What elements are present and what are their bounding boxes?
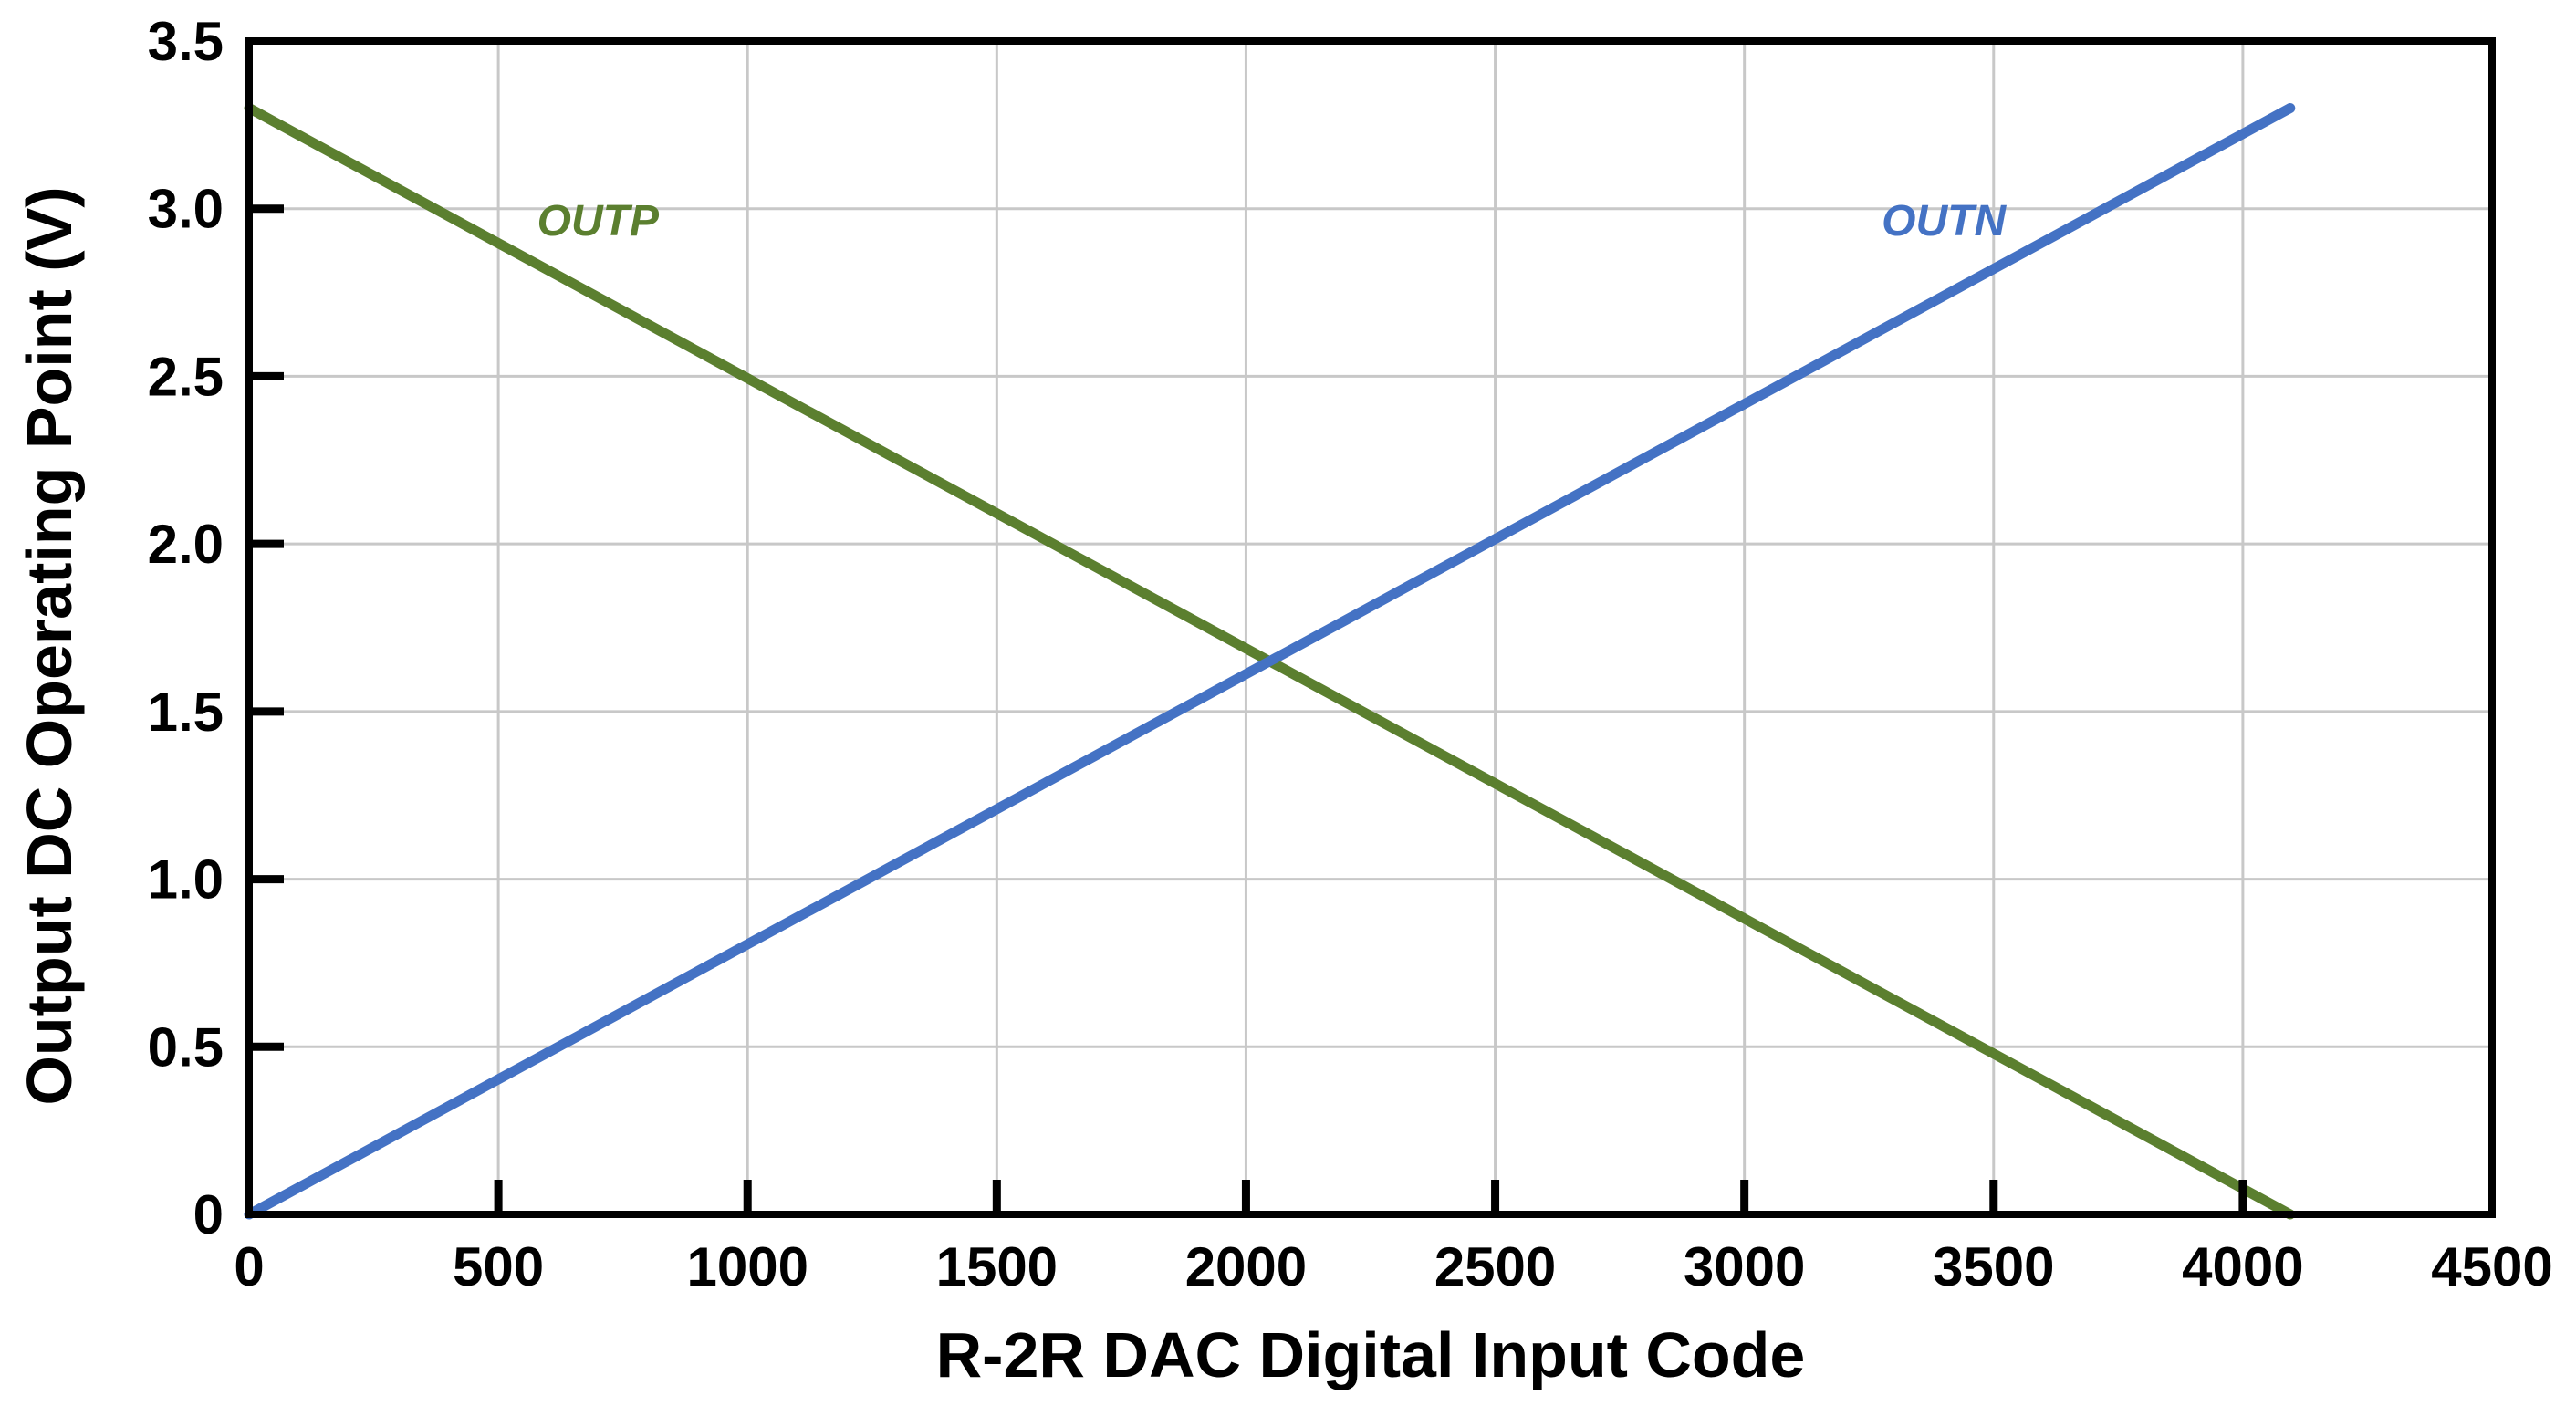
series-label-outp: OUTP (537, 197, 660, 245)
x-tick-label: 2000 (1185, 1236, 1307, 1297)
tick-marks (249, 204, 2247, 1214)
plot-frame (245, 37, 2496, 1218)
x-axis-title: R-2R DAC Digital Input Code (936, 1319, 1806, 1390)
grid (249, 41, 2492, 1214)
x-tick-label: 3500 (1933, 1236, 2054, 1297)
y-tick-label: 3.0 (148, 179, 224, 240)
series-line-outn (244, 103, 2296, 1220)
y-tick-label: 2.5 (148, 346, 224, 407)
series-labels: OUTP OUTN (537, 197, 2008, 245)
y-tick-label: 0 (193, 1184, 224, 1245)
x-tick-label: 4500 (2431, 1236, 2552, 1297)
x-tick-label: 3000 (1684, 1236, 1805, 1297)
x-tick-label: 1500 (936, 1236, 1058, 1297)
y-tick-label: 1.5 (148, 682, 224, 743)
series-lines (244, 103, 2296, 1220)
x-tick-label: 0 (234, 1236, 264, 1297)
y-tick-label: 3.5 (148, 11, 224, 72)
y-tick-label: 1.0 (148, 849, 224, 911)
x-tick-label: 4000 (2182, 1236, 2303, 1297)
x-tick-label: 1000 (686, 1236, 808, 1297)
series-label-outn: OUTN (1882, 197, 2007, 245)
y-tick-label: 2.0 (148, 514, 224, 575)
x-tick-label: 500 (453, 1236, 544, 1297)
tick-labels: 0 500 1000 1500 2000 2500 3000 3500 4000 4500 0 0.5… (148, 11, 2553, 1297)
x-tick-label: 2500 (1434, 1236, 1556, 1297)
y-tick-label: 0.5 (148, 1016, 224, 1078)
y-axis-title: Output DC Operating Point (V) (14, 186, 85, 1105)
